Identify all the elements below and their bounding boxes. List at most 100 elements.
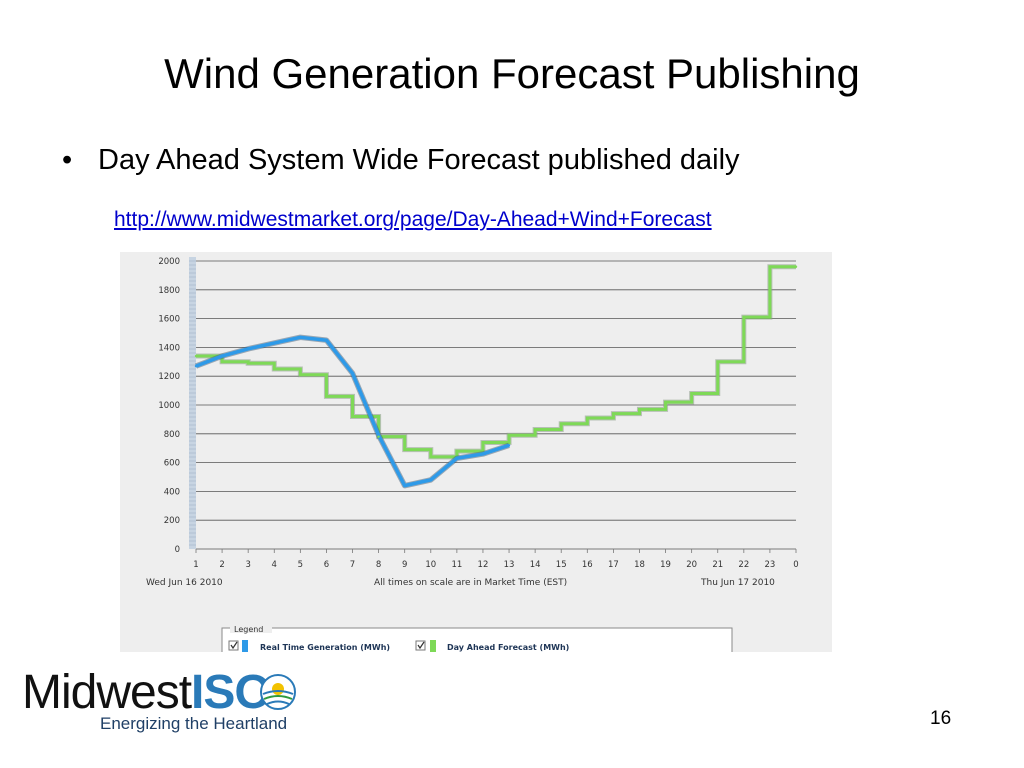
real-time-point — [194, 364, 198, 368]
y-tick-label: 1200 — [158, 372, 180, 382]
y-tick-label: 400 — [164, 487, 180, 497]
day-ahead-point — [533, 428, 537, 431]
day-ahead-point — [638, 408, 641, 411]
x-tick-label: 21 — [712, 560, 723, 570]
x-tick-label: 1 — [193, 560, 198, 570]
real-time-point — [455, 457, 459, 460]
y-tick-label: 800 — [164, 430, 180, 440]
x-tick-label: 17 — [608, 560, 619, 570]
day-ahead-point — [716, 360, 719, 363]
legend-title-bg — [230, 623, 272, 633]
y-tick-label: 1600 — [158, 315, 180, 325]
midwest-iso-logo: MidwestISO Energizing the Heartland — [22, 666, 296, 738]
series-layer — [194, 264, 798, 489]
x-tick-label: 10 — [425, 560, 436, 570]
check-icon — [417, 641, 425, 650]
real-time-point — [273, 341, 276, 345]
day-ahead-point — [664, 400, 667, 404]
y-tick-label: 200 — [164, 516, 180, 526]
legend-label-day-ahead: Day Ahead Forecast (MWh) — [447, 643, 569, 652]
grid-layer — [189, 257, 796, 550]
day-ahead-point — [560, 422, 563, 425]
forecast-url-link[interactable]: http://www.midwestmarket.org/page/Day-Ah… — [114, 208, 712, 231]
y-tick-label: 1000 — [158, 401, 180, 411]
day-ahead-point — [273, 367, 276, 371]
real-time-point — [507, 444, 511, 447]
bullet-dot: • — [62, 144, 73, 176]
legend-box — [221, 627, 733, 652]
x-tick-label: 8 — [376, 560, 381, 570]
day-ahead-point — [246, 362, 250, 365]
check-icon — [230, 641, 238, 650]
bullet-text: Day Ahead System Wide Forecast published… — [98, 144, 740, 176]
day-ahead-point — [742, 315, 746, 319]
x-tick-labels: 1 2 3 4 5 6 7 8 9 10 11 12 13 14 15 16 17 18 19 20 21 22 23 0 — [193, 549, 799, 570]
x-tick-label: 14 — [530, 560, 541, 570]
x-tick-label: 23 — [764, 560, 775, 570]
day-ahead-point — [455, 449, 459, 453]
y-tick-labels: 0 200 400 600 800 1000 1200 1400 1600 1800 2000 — [158, 257, 180, 555]
day-ahead-point — [507, 434, 511, 437]
day-ahead-point — [690, 392, 693, 395]
real-time-point — [220, 354, 224, 358]
x-tick-label: 22 — [738, 560, 749, 570]
x-tick-label: 9 — [402, 560, 407, 570]
x-tick-label: 19 — [660, 560, 671, 570]
real-time-point — [325, 339, 328, 342]
legend-swatch-day-ahead — [430, 640, 436, 652]
logo-word-midwest: Midwest — [22, 666, 192, 719]
series-day-ahead-forecast — [196, 265, 796, 459]
x-tick-label: 20 — [686, 560, 697, 570]
y-tick-label: 2000 — [158, 257, 180, 267]
x-tick-label: 15 — [556, 560, 567, 570]
y-tick-label: 0 — [175, 545, 180, 555]
real-time-point — [351, 372, 354, 375]
slide-title: Wind Generation Forecast Publishing — [164, 50, 860, 97]
sun-globe-icon — [260, 674, 296, 710]
logo-tagline: Energizing the Heartland — [100, 714, 288, 733]
bullet-item: • Day Ahead System Wide Forecast publishe… — [62, 140, 740, 180]
day-ahead-point — [429, 455, 432, 459]
real-time-point — [403, 484, 406, 487]
x-center-note: All times on scale are in Market Time (E… — [374, 578, 567, 588]
y-tick-label: 600 — [164, 459, 180, 469]
day-ahead-point — [481, 441, 485, 444]
y-tick-label: 1800 — [158, 286, 180, 296]
day-ahead-point — [794, 265, 798, 268]
real-time-point — [299, 336, 302, 339]
day-ahead-point — [586, 416, 589, 420]
legend-checkbox-real-time[interactable] — [228, 640, 239, 651]
series-day-ahead-shadow — [196, 264, 796, 460]
day-ahead-point — [377, 435, 380, 438]
y-axis-bar — [189, 257, 196, 549]
day-ahead-point — [220, 360, 224, 363]
day-ahead-point — [299, 373, 302, 376]
x-right-date-label: Thu Jun 17 2010 — [700, 578, 775, 588]
x-tick-label: 13 — [504, 560, 515, 570]
y-tick-label: 1400 — [158, 343, 180, 353]
logo-wordmark: MidwestISO — [22, 666, 272, 720]
chart-legend: Legend Real Time Generation (MWh) Day Ah… — [221, 623, 733, 652]
x-tick-label: 5 — [298, 560, 303, 570]
day-ahead-point — [612, 412, 615, 415]
x-tick-label: 0 — [793, 560, 798, 570]
x-tick-label: 3 — [245, 560, 250, 570]
x-tick-label: 6 — [324, 560, 329, 570]
day-ahead-point — [325, 395, 328, 398]
slide-number: 16 — [930, 708, 952, 729]
legend-checkbox-day-ahead[interactable] — [415, 640, 426, 651]
day-ahead-point — [351, 415, 354, 418]
x-tick-label: 18 — [634, 560, 645, 570]
x-left-date-label: Wed Jun 16 2010 — [146, 578, 223, 588]
real-time-point — [246, 347, 250, 351]
x-tick-label: 11 — [451, 560, 462, 570]
x-tick-label: 2 — [219, 560, 224, 570]
x-tick-label: 16 — [582, 560, 593, 570]
real-time-point — [481, 452, 485, 456]
legend-swatch-real-time — [242, 640, 248, 652]
x-tick-label: 12 — [478, 560, 489, 570]
logo-word-iso: ISO — [191, 666, 272, 719]
legend-title: Legend — [234, 625, 263, 634]
